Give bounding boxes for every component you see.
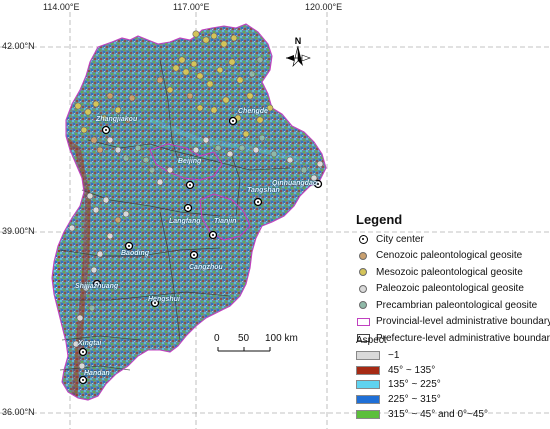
city-label-tangshan: Tangshan	[247, 187, 280, 194]
cenozoic-dot-icon	[356, 251, 370, 261]
city-label-cangzhou: Cangzhou	[189, 264, 223, 271]
city-marker-cangzhou	[189, 250, 199, 260]
aspect-swatch-icon	[356, 410, 380, 420]
city-markers	[78, 116, 323, 385]
longitude-label-117: 117.00°E	[173, 2, 210, 12]
scale-label-100km: 100 km	[265, 333, 298, 344]
city-label-shijiazhuang: Shijiazhuang	[75, 283, 119, 290]
legend-item-mesozoic: Mesozoic paleontological geosite	[356, 264, 550, 281]
legend-item-city-center: City center	[356, 231, 550, 248]
latitude-label-39: 39.00°N	[2, 226, 35, 236]
city-marker-zhangjiakou	[101, 125, 111, 135]
city-marker-shijiazhuang	[92, 279, 102, 289]
legend-label: Prefecture-level administrative boundary	[376, 332, 550, 344]
aspect-label: 315° ~ 45° and 0°~45°	[388, 409, 488, 421]
legend: Legend City center Cenozoic paleontologi…	[356, 212, 550, 347]
legend-label: Mesozoic paleontological geosite	[376, 266, 523, 278]
scale-label-0: 0	[214, 333, 220, 344]
scale-label-50: 50	[238, 333, 250, 344]
aspect-swatch-icon	[356, 350, 380, 360]
latitude-label-36: 36.00°N	[2, 407, 35, 417]
legend-item-precambrian: Precambrian paleontological geosite	[356, 297, 550, 314]
city-marker-hengshui	[150, 298, 160, 308]
city-label-zhangjiakou: Zhangjiakou	[96, 116, 138, 123]
legend-item-provincial-boundary: Provincial-level administrative boundary	[356, 314, 550, 331]
aspect-label: 135° ~ 225°	[388, 379, 441, 391]
legend-label: Cenozoic paleontological geosite	[376, 250, 523, 262]
city-label-chengde: Chengde	[238, 108, 268, 115]
city-center-icon	[356, 234, 370, 244]
scale-bar	[217, 347, 271, 352]
legend-item-prefecture-boundary: Prefecture-level administrative boundary	[356, 330, 550, 347]
legend-label: Provincial-level administrative boundary	[376, 316, 550, 328]
legend-item-paleozoic: Paleozoic paleontological geosite	[356, 281, 550, 298]
city-label-hengshui: Hengshui	[148, 296, 180, 303]
city-label-baoding: Baoding	[121, 250, 149, 257]
province-area	[52, 24, 326, 400]
legend-label: Paleozoic paleontological geosite	[376, 283, 524, 295]
provincial-boundary-icon	[356, 317, 370, 327]
aspect-item: 135° ~ 225°	[356, 378, 488, 393]
longitude-label-114: 114.00°E	[43, 2, 80, 12]
geosite-points	[68, 30, 324, 370]
aspect-swatch-icon	[356, 365, 380, 375]
city-label-xingtai: Xingtai	[78, 340, 102, 347]
aspect-item: 45° ~ 135°	[356, 363, 488, 378]
city-marker-baoding	[124, 241, 134, 251]
city-marker-xingtai	[78, 347, 88, 357]
paleozoic-dot-icon	[356, 284, 370, 294]
city-marker-tianjin	[208, 230, 218, 240]
aspect-label: 45° ~ 135°	[388, 364, 436, 376]
aspect-item: 315° ~ 45° and 0°~45°	[356, 407, 488, 422]
city-label-beijing: Beijing	[178, 158, 202, 165]
legend-label: Precambrian paleontological geosite	[376, 299, 538, 311]
latitude-label-42: 42.00°N	[2, 41, 35, 51]
north-arrow-label: N	[295, 36, 302, 46]
prefecture-boundary-icon	[356, 333, 370, 343]
legend-label: City center	[376, 233, 424, 245]
aspect-swatch-icon	[356, 380, 380, 390]
aspect-item: −1	[356, 348, 488, 363]
aspect-item: 225° ~ 315°	[356, 392, 488, 407]
prefecture-boundaries	[59, 59, 291, 371]
aspect-legend: Aspect −1 45° ~ 135° 135° ~ 225° 225° ~ …	[356, 335, 488, 422]
city-label-langfang: Langfang	[169, 218, 201, 225]
city-label-qinhuangdao: Qinhuangdao	[272, 180, 318, 187]
aspect-title: Aspect	[356, 335, 387, 346]
city-marker-beijing	[185, 180, 195, 190]
city-marker-qinhuangdao	[313, 179, 323, 189]
city-marker-chengde	[228, 116, 238, 126]
city-marker-langfang	[183, 203, 193, 213]
longitude-label-120: 120.00°E	[305, 2, 343, 12]
provincial-boundaries	[51, 23, 327, 401]
city-marker-handan	[78, 375, 88, 385]
city-marker-tangshan	[253, 197, 263, 207]
aspect-label: 225° ~ 315°	[388, 394, 441, 406]
city-label-tianjin: Tianjin	[214, 218, 237, 225]
city-label-handan: Handan	[84, 370, 110, 377]
aspect-texture-overlay	[60, 24, 326, 400]
legend-title: Legend	[356, 212, 403, 227]
legend-item-cenozoic: Cenozoic paleontological geosite	[356, 248, 550, 265]
mesozoic-dot-icon	[356, 267, 370, 277]
aspect-label: −1	[388, 349, 400, 361]
precambrian-dot-icon	[356, 300, 370, 310]
north-arrow: N	[286, 36, 311, 67]
aspect-swatch-icon	[356, 395, 380, 405]
